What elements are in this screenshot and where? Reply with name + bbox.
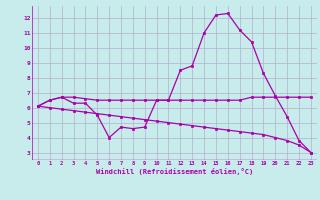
X-axis label: Windchill (Refroidissement éolien,°C): Windchill (Refroidissement éolien,°C) xyxy=(96,168,253,175)
